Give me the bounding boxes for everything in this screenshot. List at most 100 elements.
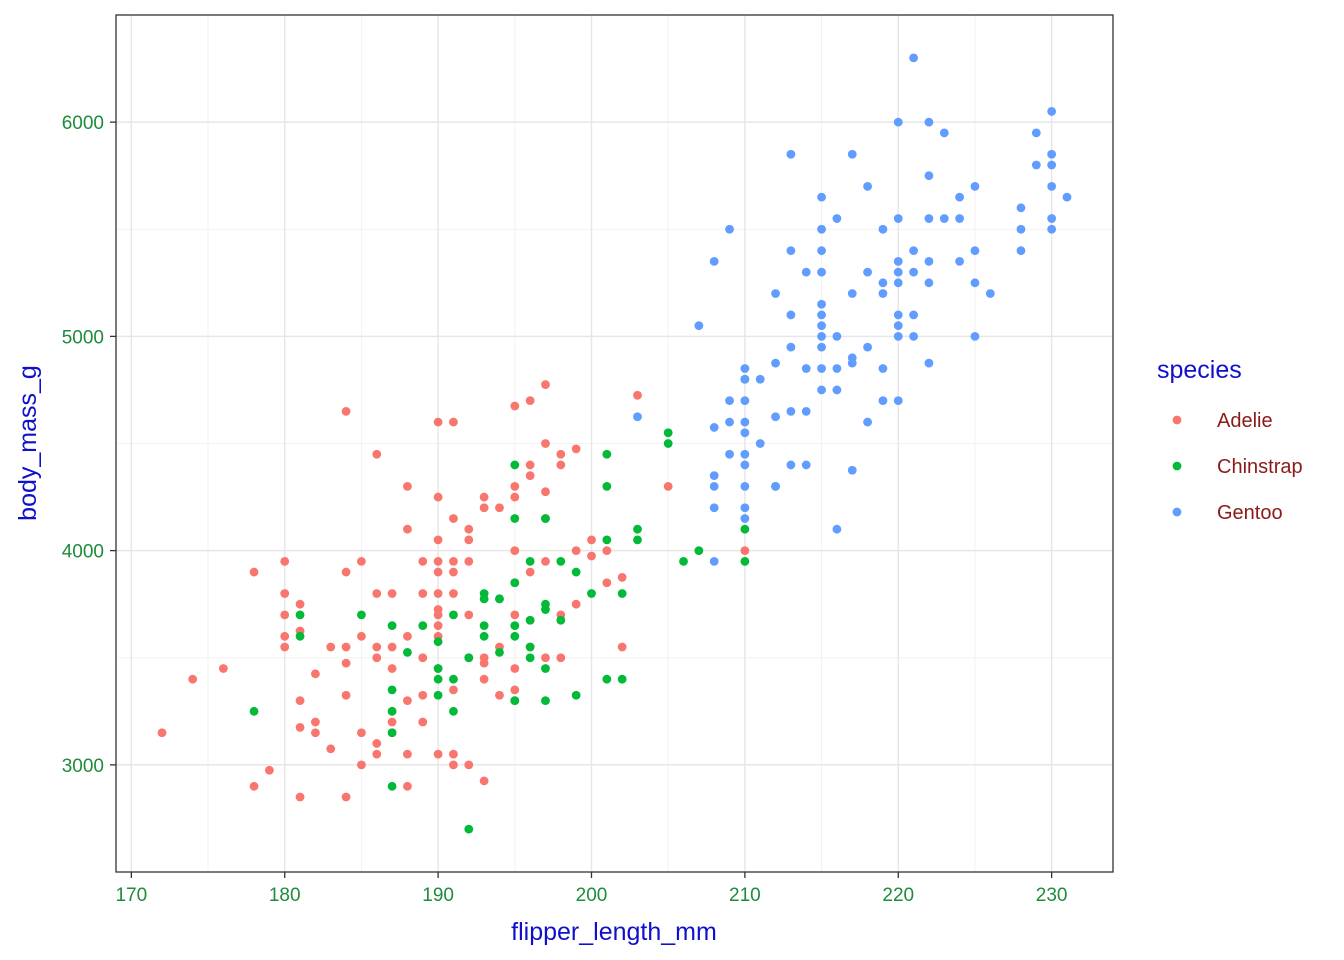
point-chinstrap [602,449,612,459]
point-adelie [556,653,566,663]
point-gentoo [878,396,888,406]
point-adelie [479,674,489,684]
point-adelie [387,642,397,652]
point-chinstrap [556,615,566,625]
point-chinstrap [495,647,504,657]
point-adelie [280,589,290,598]
point-gentoo [893,310,903,320]
point-gentoo [847,465,857,475]
point-gentoo [1047,160,1057,170]
point-gentoo [817,364,826,373]
point-chinstrap [571,567,581,577]
point-gentoo [909,310,918,320]
point-gentoo [847,149,857,159]
point-gentoo [817,246,826,256]
major-grid [116,15,1113,872]
point-gentoo [878,278,888,288]
point-gentoo [955,192,965,202]
x-tick-label: 190 [422,885,454,906]
point-gentoo [817,385,826,395]
point-adelie [295,722,305,732]
point-chinstrap [510,631,520,641]
point-adelie [372,642,382,652]
point-gentoo [817,342,826,352]
point-gentoo [893,396,903,406]
point-adelie [357,631,366,641]
point-adelie [510,481,520,491]
point-gentoo [1047,214,1057,223]
point-gentoo [725,417,734,427]
point-gentoo [801,406,811,416]
data-points [157,53,1072,834]
point-adelie [418,717,428,727]
point-adelie [495,690,504,700]
point-adelie [464,535,474,545]
point-chinstrap [479,594,489,604]
point-gentoo [863,417,872,427]
point-chinstrap [694,546,704,556]
point-gentoo [893,117,903,127]
point-adelie [510,610,520,620]
legend-key-chinstrap [1172,461,1182,471]
point-adelie [541,439,550,448]
point-chinstrap [525,653,535,663]
point-adelie [433,567,443,577]
y-tick-label: 3000 [62,756,104,777]
point-gentoo [1047,224,1057,234]
point-adelie [249,567,259,577]
point-gentoo [1016,203,1026,213]
point-adelie [663,481,673,491]
point-chinstrap [602,674,612,684]
point-chinstrap [602,535,612,545]
x-tick-label: 230 [1036,885,1068,906]
point-adelie [326,642,336,652]
point-adelie [372,653,382,663]
point-adelie [311,717,320,727]
point-chinstrap [571,690,581,700]
point-chinstrap [541,605,550,614]
point-gentoo [955,214,965,223]
point-gentoo [817,331,826,341]
point-gentoo [970,278,980,288]
point-adelie [357,556,366,566]
point-gentoo [893,278,903,288]
point-adelie [617,642,627,652]
point-gentoo [924,214,934,223]
point-gentoo [924,278,934,288]
point-chinstrap [617,589,627,598]
point-chinstrap [633,535,642,545]
point-gentoo [786,149,796,159]
point-chinstrap [449,706,458,716]
point-gentoo [786,460,796,470]
point-adelie [403,749,412,759]
point-chinstrap [510,460,520,470]
point-gentoo [893,256,903,266]
point-adelie [510,401,520,411]
point-gentoo [924,358,934,368]
point-gentoo [893,331,903,341]
point-gentoo [939,214,949,223]
legend: species Adelie Chinstrap Gentoo [1157,356,1303,524]
point-adelie [433,556,443,566]
point-adelie [449,749,458,759]
point-adelie [541,556,550,566]
point-gentoo [740,449,750,459]
y-axis-title: body_mass_g [14,365,42,521]
point-gentoo [786,406,796,416]
point-chinstrap [403,647,412,657]
point-gentoo [909,331,918,341]
point-gentoo [1047,182,1057,191]
y-tick-label: 5000 [62,327,104,348]
point-chinstrap [479,631,489,641]
point-adelie [510,685,520,695]
point-adelie [449,417,458,427]
point-adelie [525,396,535,406]
point-gentoo [709,256,719,266]
point-gentoo [755,439,765,448]
x-axis: 170 180 190 200 210 220 230 [115,872,1067,906]
point-chinstrap [525,615,535,625]
point-gentoo [970,246,980,256]
point-chinstrap [495,594,504,604]
point-adelie [387,717,397,727]
